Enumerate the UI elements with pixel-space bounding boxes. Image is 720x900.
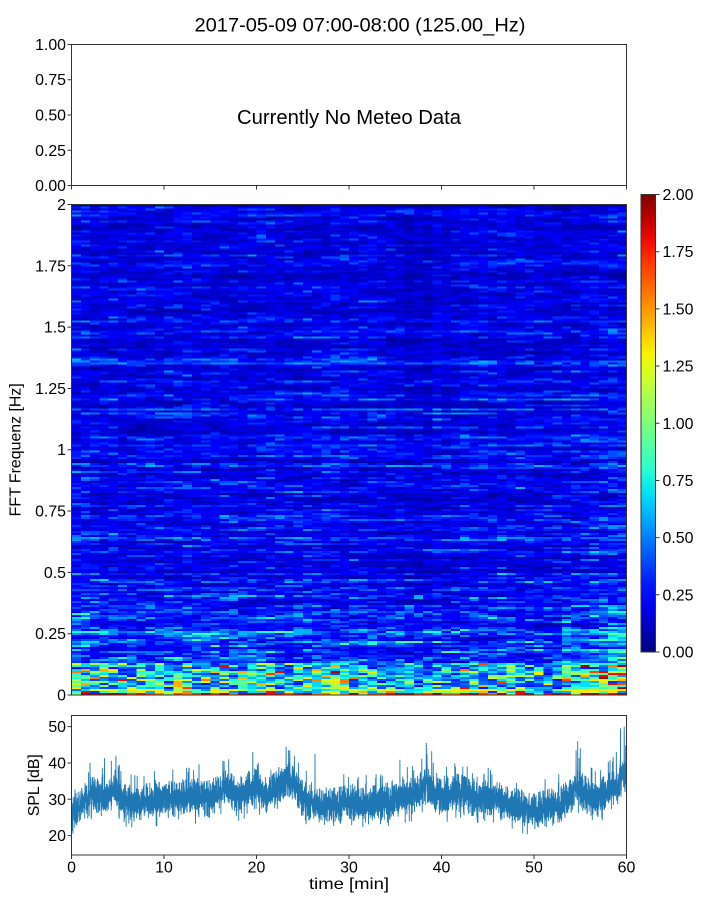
svg-text:0.25: 0.25 [35, 626, 66, 643]
svg-text:20: 20 [48, 828, 66, 845]
svg-text:0.75: 0.75 [35, 72, 66, 89]
svg-text:10: 10 [155, 860, 173, 877]
svg-text:0.75: 0.75 [663, 473, 694, 490]
svg-text:1.75: 1.75 [663, 244, 694, 261]
svg-text:0.25: 0.25 [35, 143, 66, 160]
svg-text:0: 0 [67, 860, 76, 877]
svg-text:0.00: 0.00 [35, 178, 66, 195]
svg-text:1.25: 1.25 [663, 359, 694, 376]
svg-text:1.00: 1.00 [663, 416, 694, 433]
svg-text:20: 20 [248, 860, 266, 877]
svg-text:1.5: 1.5 [44, 320, 66, 337]
svg-text:0.75: 0.75 [35, 504, 66, 521]
svg-text:0.5: 0.5 [44, 565, 66, 582]
svg-text:30: 30 [48, 792, 66, 809]
svg-text:time [min]: time [min] [309, 876, 389, 893]
svg-text:1.50: 1.50 [663, 301, 694, 318]
svg-text:0.50: 0.50 [35, 108, 66, 125]
svg-text:FFT Frequenz [Hz]: FFT Frequenz [Hz] [8, 383, 25, 516]
svg-text:1: 1 [57, 442, 66, 459]
svg-text:Currently No Meteo Data: Currently No Meteo Data [237, 107, 462, 129]
svg-text:0.25: 0.25 [663, 587, 694, 604]
svg-text:0.00: 0.00 [663, 645, 694, 662]
svg-text:2.00: 2.00 [663, 187, 694, 204]
svg-text:1.75: 1.75 [35, 258, 66, 275]
svg-text:60: 60 [618, 860, 636, 877]
svg-text:2017-05-09 07:00-08:00 (125.00: 2017-05-09 07:00-08:00 (125.00_Hz) [195, 16, 526, 37]
svg-text:0: 0 [57, 688, 66, 705]
svg-text:0.50: 0.50 [663, 530, 694, 547]
svg-text:SPL [dB]: SPL [dB] [26, 754, 43, 816]
svg-text:50: 50 [525, 860, 543, 877]
svg-text:40: 40 [433, 860, 451, 877]
svg-text:2: 2 [57, 197, 66, 214]
svg-text:1.00: 1.00 [35, 37, 66, 54]
svg-text:50: 50 [48, 719, 66, 736]
svg-text:1.25: 1.25 [35, 381, 66, 398]
svg-text:40: 40 [48, 755, 66, 772]
svg-text:30: 30 [340, 860, 358, 877]
